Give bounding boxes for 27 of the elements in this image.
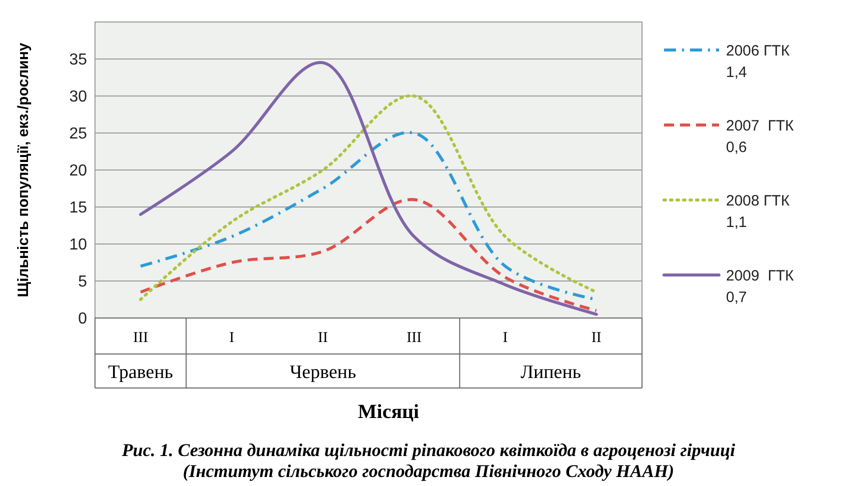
legend-label: 2007 ГТК 0,6 xyxy=(726,117,794,156)
text: (Інститут сільського господарства Північного Сходу НААН) xyxy=(182,461,674,481)
text: Липень xyxy=(520,362,582,383)
text: Травень xyxy=(108,362,174,383)
line-series xyxy=(139,61,598,316)
x-tick-label: III xyxy=(133,330,148,346)
x-axis-title: Місяці xyxy=(358,401,420,423)
text: Рис. 1. Сезонна динаміка щільності ріпакового квіткоїда в агроценозі гірчиці xyxy=(120,440,736,460)
legend-label: 2006 ГТК 1,4 xyxy=(726,42,790,81)
text: Червень xyxy=(290,362,356,383)
x-tick-label: II xyxy=(318,330,328,346)
y-tick-label: 20 xyxy=(69,162,88,180)
y-tick-label: 25 xyxy=(69,126,88,143)
x-tick-label: I xyxy=(502,330,508,346)
y-tick-label: 30 xyxy=(69,88,88,106)
x-tick-label: III xyxy=(406,330,422,346)
x-tick-label: II xyxy=(591,330,602,346)
x-tick-label: I xyxy=(229,330,234,346)
y-tick-label: 5 xyxy=(78,274,88,291)
y-axis-title: Щільність популяції, екз./рослину xyxy=(15,42,32,298)
line-series xyxy=(139,198,598,312)
legend-label: 2008 ГТК 1,1 xyxy=(726,192,790,231)
y-tick-label: 10 xyxy=(69,236,88,254)
y-tick-label: 35 xyxy=(69,52,88,69)
y-tick-label: 0 xyxy=(78,310,88,328)
y-tick-label: 15 xyxy=(69,200,88,217)
legend-label: 2009 ГТК 0,7 xyxy=(726,267,794,306)
